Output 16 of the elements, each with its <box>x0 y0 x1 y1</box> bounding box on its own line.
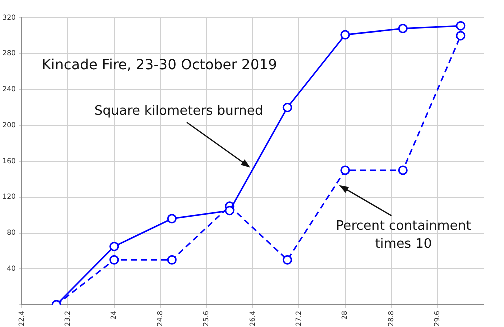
text: Kincade Fire, 23-30 October 2019 <box>42 58 278 74</box>
point <box>110 242 120 252</box>
point <box>340 30 350 40</box>
point <box>340 166 350 176</box>
point <box>282 102 292 112</box>
point <box>110 255 120 265</box>
point <box>456 31 466 41</box>
point <box>282 255 292 265</box>
point <box>225 206 235 216</box>
point <box>167 255 177 265</box>
point <box>398 166 408 176</box>
series-label: Square kilometers burned <box>94 102 264 121</box>
point <box>398 24 408 34</box>
point <box>167 214 177 224</box>
series-label: Percent containment times 10 <box>335 218 472 254</box>
point <box>456 21 466 31</box>
